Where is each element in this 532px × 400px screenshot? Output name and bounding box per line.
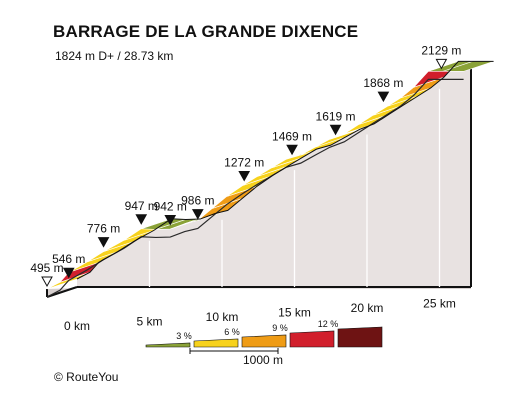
legend-wedge	[145, 342, 191, 348]
elevation-label: 947 m	[125, 199, 158, 213]
profile-base-lip	[47, 287, 471, 297]
legend-wedge	[289, 330, 335, 348]
legend-scale-label: 1000 m	[243, 353, 283, 367]
chart-title: BARRAGE DE LA GRANDE DIXENCE	[53, 22, 359, 41]
elevation-label: 986 m	[181, 194, 214, 208]
legend-percent-label: 6 %	[224, 327, 240, 337]
triangle-marker	[377, 91, 390, 103]
elevation-label: 1272 m	[224, 156, 264, 170]
elevation-label: 546 m	[52, 252, 85, 266]
copyright-text: © RouteYou	[54, 370, 119, 384]
elevation-label: 776 m	[87, 222, 120, 236]
triangle-marker	[286, 144, 298, 156]
x-tick-label: 10 km	[206, 310, 239, 324]
profile-wall	[46, 61, 494, 298]
open-triangle-marker	[41, 276, 53, 288]
elevation-label: 1469 m	[272, 129, 312, 143]
x-tick-label: 25 km	[423, 297, 456, 311]
triangle-marker	[62, 267, 75, 279]
x-tick-label: 5 km	[136, 315, 162, 329]
x-tick-label: 0 km	[64, 319, 90, 333]
legend-percent-label: 12 %	[318, 319, 339, 329]
x-axis-ticks: 0 km 5 km 10 km 15 km 20 km 25 km	[64, 297, 456, 334]
x-tick-label: 15 km	[278, 306, 311, 320]
chart-subtitle: 1824 m D+ / 28.73 km	[55, 49, 174, 63]
triangle-marker	[329, 124, 342, 136]
legend-percent-label: 9 %	[272, 323, 288, 333]
triangle-marker	[164, 214, 177, 226]
base-front-edge	[46, 286, 78, 298]
elevation-label: 942 m	[154, 199, 187, 213]
legend-percent-label: 3 %	[176, 331, 192, 341]
legend-wedge	[337, 326, 383, 348]
triangle-marker	[191, 209, 204, 220]
open-triangle-marker	[435, 58, 448, 70]
elevation-label: 495 m	[30, 261, 63, 275]
legend-wedge	[193, 338, 239, 348]
km-gridlines	[148, 88, 441, 287]
legend-wedge	[241, 334, 287, 348]
band-back-edge	[76, 60, 494, 280]
triangle-marker	[238, 171, 251, 182]
triangle-marker	[97, 237, 110, 248]
profile-back-wall	[77, 61, 494, 288]
elevation-label: 1868 m	[363, 76, 403, 90]
elevation-label: 1619 m	[316, 109, 356, 123]
triangle-marker	[135, 214, 148, 225]
elevation-label: 2129 m	[421, 43, 461, 57]
x-tick-label: 20 km	[351, 301, 384, 315]
gradient-legend: 3 % 6 % 9 % 12 % 1000 m	[145, 319, 383, 367]
gradient-band	[46, 60, 494, 298]
